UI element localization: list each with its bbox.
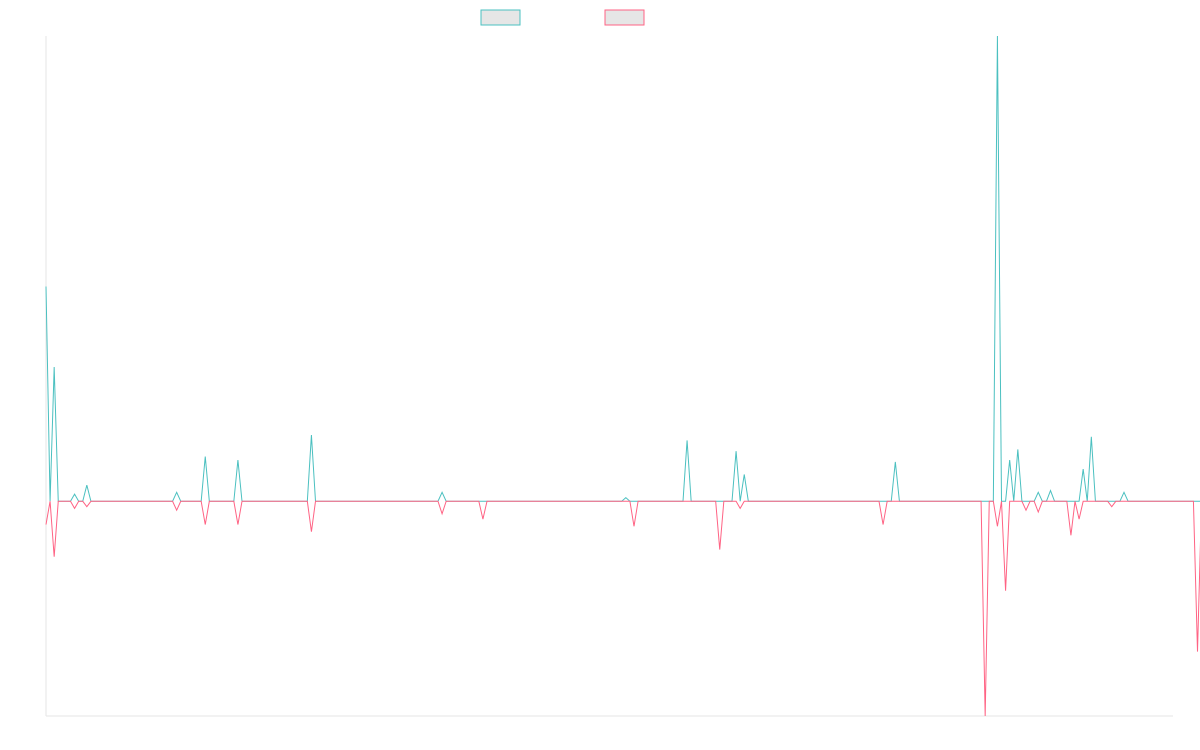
legend-swatch-1[interactable]	[480, 9, 521, 26]
series-layer	[45, 35, 1200, 717]
axes	[45, 36, 1173, 717]
series-line-2	[45, 500, 1200, 717]
legend[interactable]	[480, 9, 645, 26]
series-line-1	[45, 35, 1200, 502]
legend-swatch-2[interactable]	[604, 9, 645, 26]
